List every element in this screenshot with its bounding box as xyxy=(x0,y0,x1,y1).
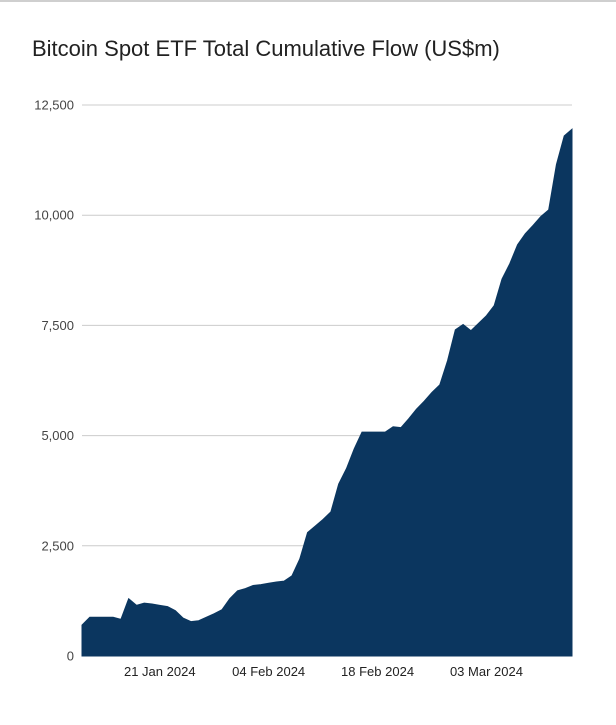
y-axis: 0 2,500 5,000 7,500 10,000 12,500 xyxy=(34,98,74,664)
y-tick-label: 10,000 xyxy=(34,208,74,223)
area-series xyxy=(81,128,573,657)
x-axis: 21 Jan 2024 04 Feb 2024 18 Feb 2024 03 Mar … xyxy=(124,664,523,679)
x-tick-label: 18 Feb 2024 xyxy=(341,664,414,679)
y-tick-label: 12,500 xyxy=(34,98,74,113)
y-tick-label: 7,500 xyxy=(41,318,74,333)
top-rule xyxy=(0,0,616,2)
y-tick-label: 0 xyxy=(67,649,74,664)
y-tick-label: 5,000 xyxy=(41,428,74,443)
y-tick-label: 2,500 xyxy=(41,538,74,553)
x-tick-label: 04 Feb 2024 xyxy=(232,664,305,679)
x-tick-label: 21 Jan 2024 xyxy=(124,664,196,679)
chart-title: Bitcoin Spot ETF Total Cumulative Flow (… xyxy=(32,36,500,61)
x-tick-label: 03 Mar 2024 xyxy=(450,664,523,679)
cumulative-flow-area xyxy=(81,128,573,657)
